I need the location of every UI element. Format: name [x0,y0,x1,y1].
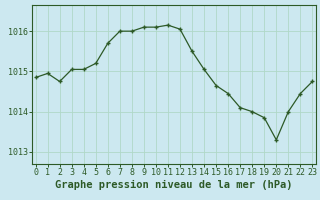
X-axis label: Graphe pression niveau de la mer (hPa): Graphe pression niveau de la mer (hPa) [55,180,293,190]
